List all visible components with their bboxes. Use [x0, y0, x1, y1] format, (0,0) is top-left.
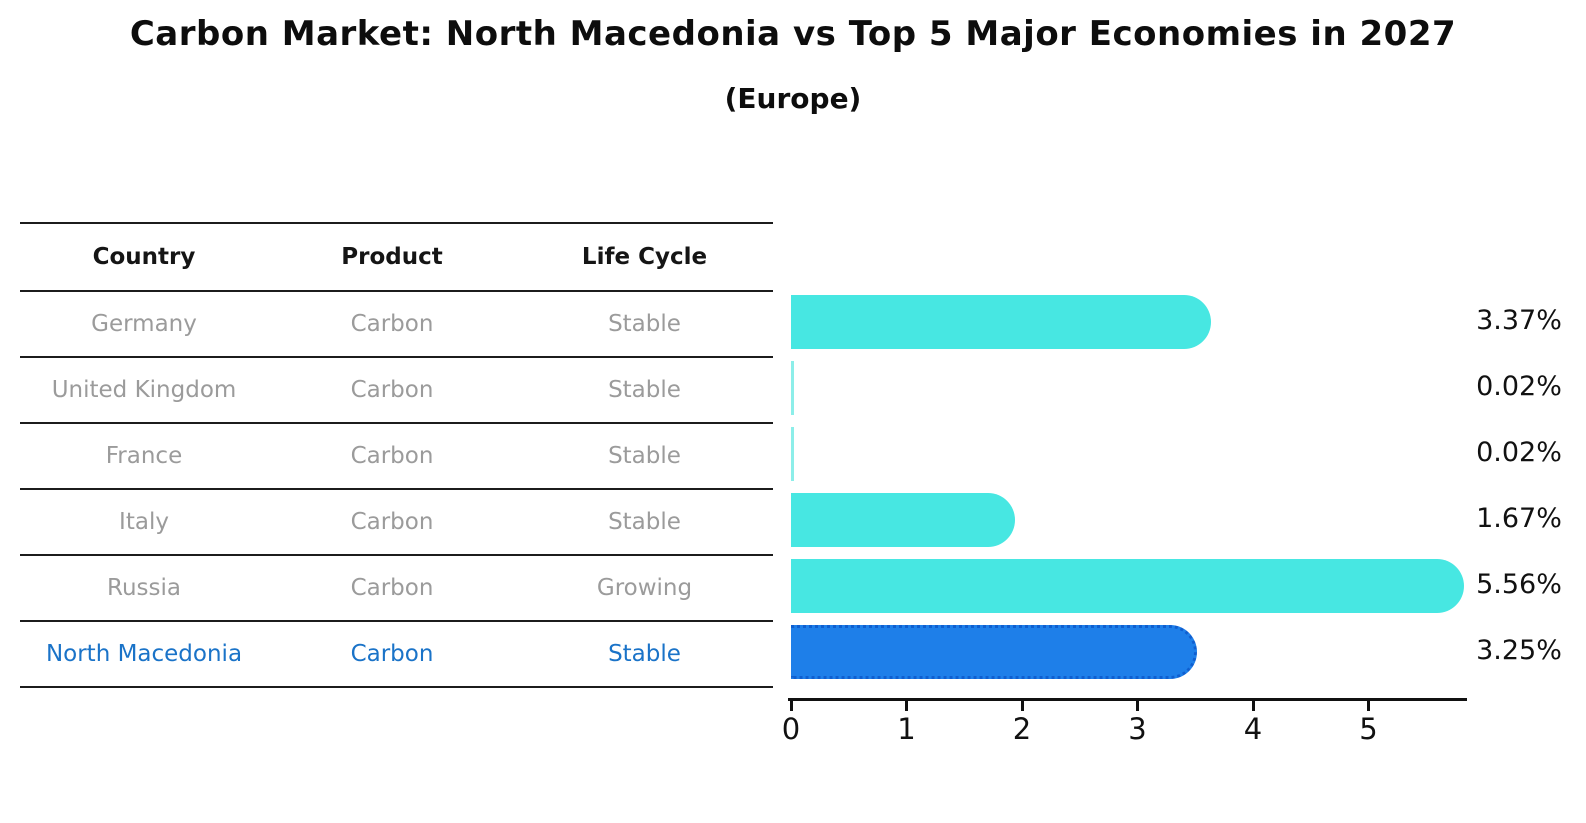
chart-subtitle: (Europe) [724, 82, 862, 115]
country-cell: France [105, 443, 183, 469]
value-label: 3.25% [1476, 635, 1562, 666]
column-header-life-cycle: Life Cycle [581, 244, 708, 270]
country-cell: Italy [119, 509, 169, 535]
x-tick-mark [1251, 701, 1255, 711]
table-header-row: Country Product Life Cycle [20, 224, 773, 292]
bar-france [791, 427, 794, 481]
x-axis-line [788, 698, 1467, 701]
x-tick-label: 4 [1243, 712, 1263, 746]
value-label: 3.37% [1476, 305, 1562, 336]
bar-italy [791, 493, 1015, 547]
country-cell: Russia [107, 575, 181, 601]
column-header-product: Product [341, 244, 443, 270]
country-table: Country Product Life Cycle Germany Carbon St… [20, 222, 773, 688]
chart-title: Carbon Market: North Macedonia vs Top 5 … [129, 14, 1457, 54]
column-header-country: Country [92, 244, 196, 270]
x-tick-label: 2 [1012, 712, 1032, 746]
country-cell: United Kingdom [51, 377, 237, 403]
table-row: United Kingdom Carbon Stable [20, 358, 773, 424]
life_cycle-cell: Stable [608, 509, 681, 535]
x-tick-label: 5 [1359, 712, 1378, 746]
product-cell: Carbon [350, 641, 434, 667]
product-cell: Carbon [350, 509, 434, 535]
bar-north-macedonia [791, 625, 1198, 679]
x-tick-label: 1 [897, 712, 916, 746]
bar-germany [791, 295, 1212, 349]
table-row: Russia Carbon Growing [20, 556, 773, 622]
table-body: Germany Carbon Stable United Kingdom Carbon S… [20, 292, 773, 688]
value-label: 0.02% [1476, 437, 1562, 468]
bar-russia [791, 559, 1465, 613]
product-cell: Carbon [350, 311, 434, 337]
country-cell: North Macedonia [45, 641, 243, 667]
table-row: Italy Carbon Stable [20, 490, 773, 556]
x-tick-mark [1367, 701, 1370, 711]
x-tick-label: 3 [1128, 712, 1147, 746]
value-label: 0.02% [1476, 371, 1562, 402]
life_cycle-cell: Stable [608, 311, 681, 337]
x-tick-mark [789, 701, 793, 711]
table-row: France Carbon Stable [20, 424, 773, 490]
x-tick-mark [1136, 701, 1139, 711]
table-row: Germany Carbon Stable [20, 292, 773, 358]
life_cycle-cell: Stable [608, 377, 681, 403]
life_cycle-cell: Stable [608, 641, 681, 667]
bar-united-kingdom [791, 361, 794, 415]
table-row: North Macedonia Carbon Stable [20, 622, 773, 688]
product-cell: Carbon [350, 443, 434, 469]
product-cell: Carbon [350, 377, 434, 403]
value-label: 1.67% [1476, 503, 1562, 534]
value-label: 5.56% [1476, 569, 1562, 600]
life_cycle-cell: Growing [596, 575, 693, 601]
x-tick-mark [1020, 701, 1024, 711]
product-cell: Carbon [350, 575, 434, 601]
country-cell: Germany [91, 311, 197, 337]
x-tick-mark [905, 701, 908, 711]
x-tick-label: 0 [781, 712, 801, 746]
life_cycle-cell: Stable [608, 443, 681, 469]
